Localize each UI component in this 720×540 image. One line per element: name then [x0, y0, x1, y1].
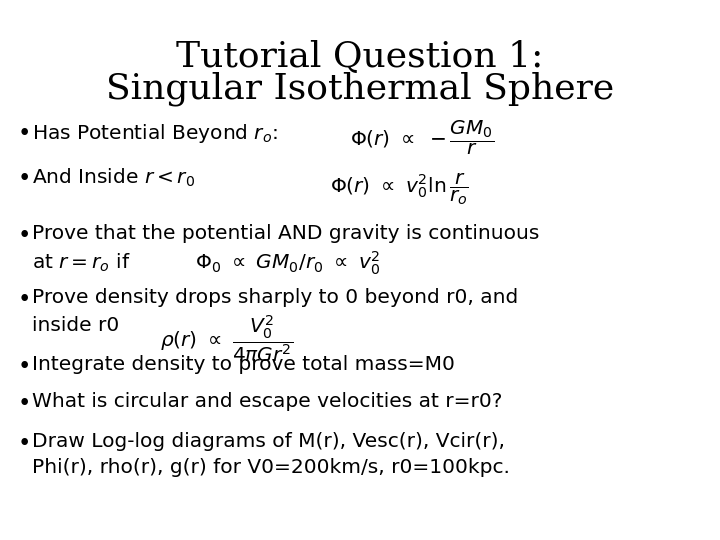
- Text: What is circular and escape velocities at r=r0?: What is circular and escape velocities a…: [32, 392, 503, 411]
- Text: •: •: [18, 122, 32, 145]
- Text: Prove that the potential AND gravity is continuous: Prove that the potential AND gravity is …: [32, 224, 539, 243]
- Text: Tutorial Question 1:: Tutorial Question 1:: [176, 40, 544, 74]
- Text: Has Potential Beyond $r_o$:: Has Potential Beyond $r_o$:: [32, 122, 278, 145]
- Text: •: •: [18, 288, 32, 311]
- Text: Prove density drops sharply to 0 beyond r0, and: Prove density drops sharply to 0 beyond …: [32, 288, 518, 307]
- Text: And Inside $r < r_0$: And Inside $r < r_0$: [32, 167, 195, 190]
- Text: •: •: [18, 355, 32, 378]
- Text: $\Phi(r)\ \propto\ v_0^2 \ln\dfrac{r}{r_o}$: $\Phi(r)\ \propto\ v_0^2 \ln\dfrac{r}{r_…: [330, 171, 469, 207]
- Text: $\Phi(r)\ \propto\ -\dfrac{GM_0}{r}$: $\Phi(r)\ \propto\ -\dfrac{GM_0}{r}$: [350, 118, 495, 157]
- Text: $\rho(r)\ \propto\ \dfrac{V_0^2}{4\pi G r^2}$: $\rho(r)\ \propto\ \dfrac{V_0^2}{4\pi G …: [160, 314, 293, 365]
- Text: •: •: [18, 167, 32, 190]
- Text: •: •: [18, 392, 32, 415]
- Text: at $r=r_o$ if: at $r=r_o$ if: [32, 252, 130, 274]
- Text: Phi(r), rho(r), g(r) for V0=200km/s, r0=100kpc.: Phi(r), rho(r), g(r) for V0=200km/s, r0=…: [32, 458, 510, 477]
- Text: Draw Log-log diagrams of M(r), Vesc(r), Vcir(r),: Draw Log-log diagrams of M(r), Vesc(r), …: [32, 432, 505, 451]
- Text: Integrate density to prove total mass=M0: Integrate density to prove total mass=M0: [32, 355, 455, 374]
- Text: •: •: [18, 432, 32, 455]
- Text: inside r0: inside r0: [32, 316, 120, 335]
- Text: Singular Isothermal Sphere: Singular Isothermal Sphere: [106, 72, 614, 106]
- Text: •: •: [18, 224, 32, 247]
- Text: $\Phi_0\ \propto\ GM_0 / r_0\ \propto\ v_0^2$: $\Phi_0\ \propto\ GM_0 / r_0\ \propto\ v…: [195, 250, 380, 278]
